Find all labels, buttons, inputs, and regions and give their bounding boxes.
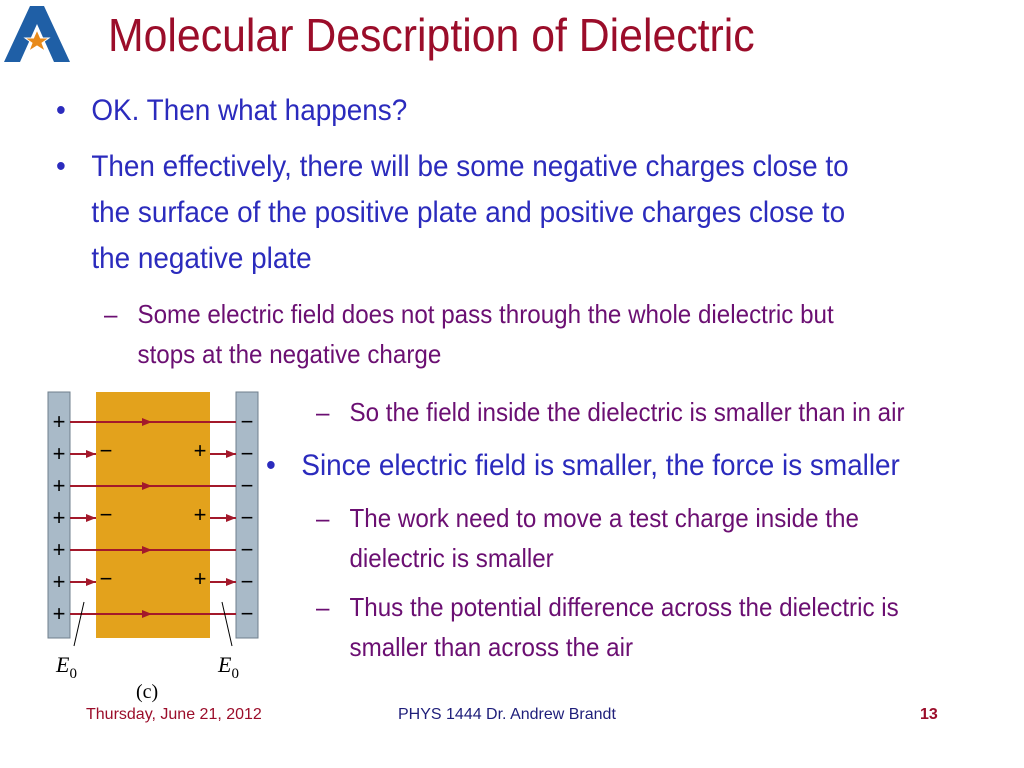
- sub-bullet-marker: –: [316, 592, 330, 622]
- bullet-item: • OK. Then what happens?: [56, 88, 407, 134]
- negative-charges: − − − − − − −: [241, 409, 254, 626]
- sub-bullet-marker: –: [316, 503, 330, 533]
- sub-bullet-item: – Thus the potential difference across t…: [316, 587, 899, 667]
- minus-charge: −: [241, 505, 254, 530]
- sub-bullet-marker: –: [316, 397, 330, 427]
- star-icon: [23, 28, 51, 53]
- plus-charge: +: [53, 601, 66, 626]
- field-label-right: E0: [217, 652, 239, 682]
- minus-charge: −: [241, 473, 254, 498]
- plus-charge: +: [53, 441, 66, 466]
- minus-charge: −: [241, 537, 254, 562]
- sub-bullet-item: – The work need to move a test charge in…: [316, 498, 859, 578]
- footer-date: Thursday, June 21, 2012: [86, 706, 262, 723]
- bullet-text-line: the surface of the positive plate and po…: [91, 196, 846, 229]
- bullet-text: OK. Then what happens?: [91, 94, 408, 127]
- bullet-item: • Then effectively, there will be some n…: [56, 144, 849, 282]
- sub-bullet-text-line: smaller than across the air: [349, 632, 634, 662]
- induced-plus-charge: +: [194, 502, 207, 527]
- sub-bullet-text-line: Some electric field does not pass throug…: [137, 299, 834, 329]
- bullet-text-line: Then effectively, there will be some neg…: [91, 150, 849, 183]
- label-pointer: [73, 601, 85, 647]
- sub-bullet-marker: –: [104, 299, 118, 329]
- positive-plate: [47, 391, 71, 639]
- field-lines: [70, 418, 236, 618]
- plus-charge: +: [53, 569, 66, 594]
- sub-bullet-item: – So the field inside the dielectric is …: [316, 392, 905, 432]
- bullet-marker: •: [56, 94, 66, 127]
- plus-charge: +: [53, 537, 66, 562]
- sub-bullet-text-line: stops at the negative charge: [137, 339, 442, 369]
- plus-charge: +: [53, 473, 66, 498]
- bullet-item: • Since electric field is smaller, the f…: [266, 443, 900, 489]
- field-label-left: E0: [55, 652, 77, 682]
- bullet-text: Since electric field is smaller, the for…: [301, 449, 900, 482]
- figure-caption: (c): [136, 681, 158, 703]
- dielectric-slab: [96, 392, 210, 638]
- plus-charge: +: [53, 409, 66, 434]
- footer-page-number: 13: [920, 706, 938, 723]
- plus-charge: +: [53, 505, 66, 530]
- label-pointer: [221, 601, 233, 647]
- sub-bullet-item: – Some electric field does not pass thro…: [104, 294, 834, 374]
- sub-bullet-text-line: The work need to move a test charge insi…: [349, 503, 859, 533]
- negative-plate: [235, 391, 259, 639]
- induced-plus-charge: +: [194, 566, 207, 591]
- sub-bullet-text-line: dielectric is smaller: [349, 543, 554, 573]
- induced-plus-charge: +: [194, 438, 207, 463]
- university-logo: [4, 6, 70, 62]
- bullet-marker: •: [56, 150, 66, 183]
- footer-course: PHYS 1444 Dr. Andrew Brandt: [398, 706, 616, 723]
- positive-charges: + + + + + + +: [53, 409, 66, 626]
- minus-charge: −: [241, 601, 254, 626]
- slide-title: Molecular Description of Dielectric: [108, 9, 755, 61]
- minus-charge: −: [241, 409, 254, 434]
- sub-bullet-text: So the field inside the dielectric is sm…: [349, 397, 905, 427]
- sub-bullet-text-line: Thus the potential difference across the…: [349, 592, 899, 622]
- bullet-text-line: the negative plate: [91, 242, 312, 275]
- minus-charge: −: [241, 569, 254, 594]
- bullet-marker: •: [266, 449, 276, 482]
- minus-charge: −: [241, 441, 254, 466]
- induced-minus-charge: −: [100, 566, 113, 591]
- induced-minus-charge: −: [100, 438, 113, 463]
- dielectric-capacitor-figure: + + + + + + + − − − − − − − − + − + − + E0 E0 (c): [47, 391, 259, 703]
- induced-charges: − + − + − +: [100, 438, 207, 591]
- induced-minus-charge: −: [100, 502, 113, 527]
